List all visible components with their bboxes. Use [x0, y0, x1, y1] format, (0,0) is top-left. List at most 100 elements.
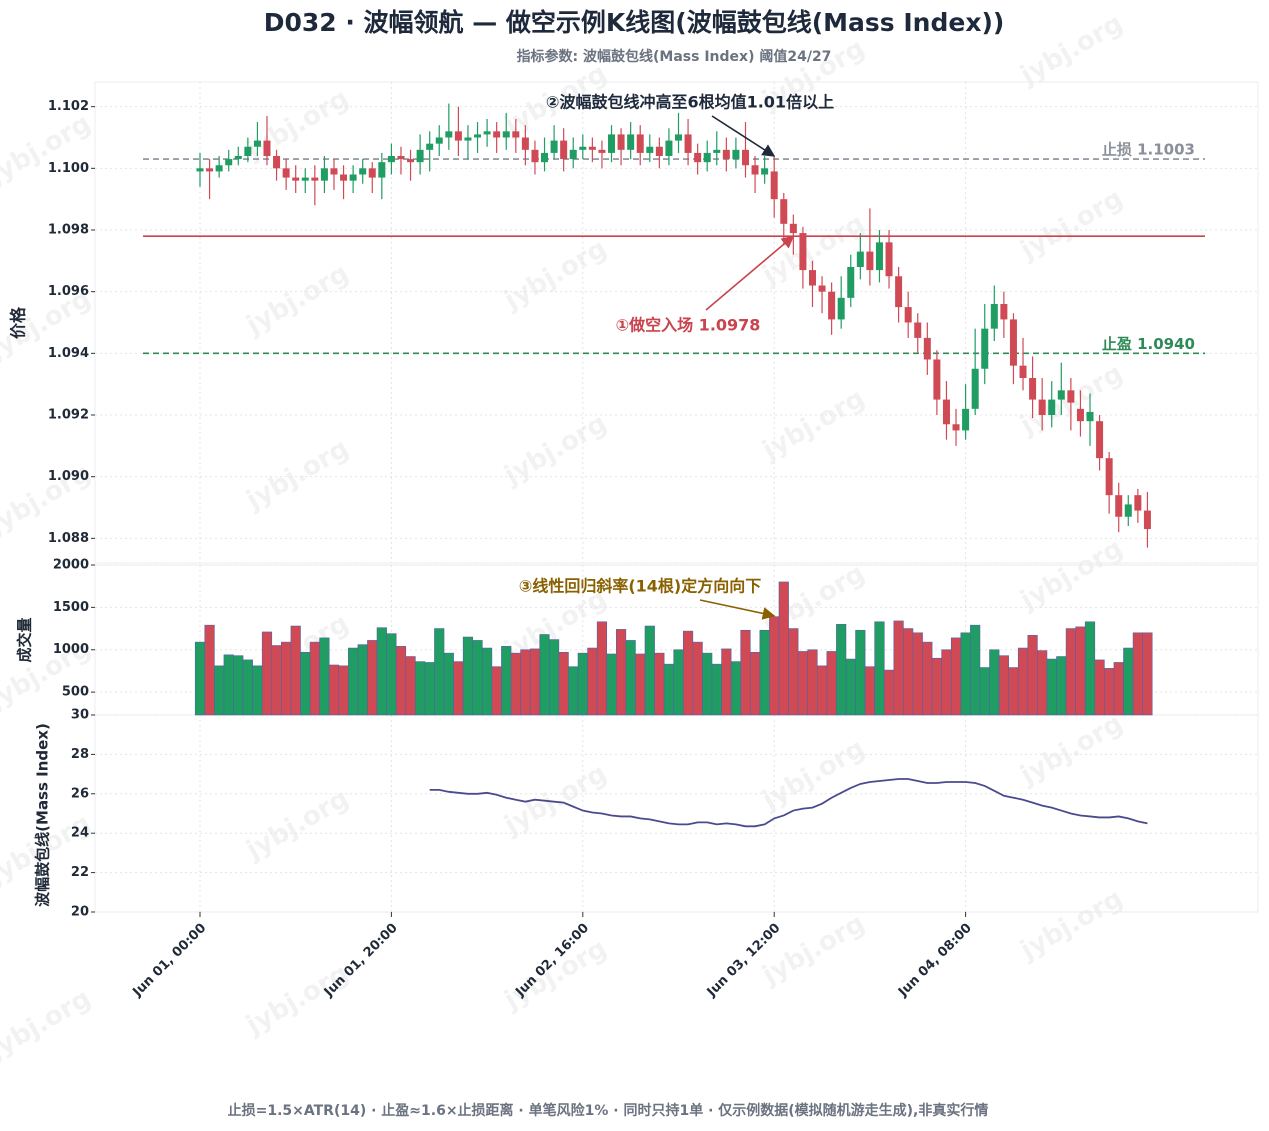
candle-body — [416, 149, 424, 163]
candle-body — [1067, 390, 1075, 403]
candle-body — [454, 131, 462, 141]
volume-bar — [893, 620, 904, 716]
volume-bar — [759, 629, 770, 716]
candle-body — [895, 276, 903, 308]
volume-bar — [204, 624, 215, 716]
candle-body — [713, 149, 721, 153]
candle-body — [330, 168, 338, 175]
volume-bar — [721, 648, 732, 716]
candle-body — [818, 285, 826, 292]
candle-body — [244, 146, 252, 156]
annotation-arrow — [699, 599, 776, 620]
volume-bar — [434, 628, 445, 716]
candle-body — [684, 134, 692, 153]
candle-body — [780, 199, 788, 224]
candle-body — [512, 131, 520, 138]
volume-bar — [281, 641, 292, 716]
volume-bar — [223, 654, 234, 716]
volume-bar — [874, 621, 885, 716]
volume-bar — [836, 624, 847, 716]
volume-bar — [644, 625, 655, 716]
volume-bar — [328, 664, 340, 716]
volume-bar — [740, 629, 751, 716]
volume-bar — [730, 661, 742, 716]
candle-body — [617, 134, 625, 150]
candle-body — [521, 137, 529, 150]
volume-bar — [1123, 647, 1134, 716]
candle-body — [407, 159, 415, 163]
candle-body — [751, 165, 759, 175]
volume-bar — [1037, 650, 1048, 716]
volume-bar — [989, 649, 1000, 716]
volume-bar — [692, 641, 703, 716]
candle-body — [627, 134, 635, 150]
y-tick-label: 1.100 — [48, 161, 89, 176]
volume-bar — [233, 655, 244, 716]
volume-bar — [1132, 632, 1143, 716]
volume-bar — [558, 651, 569, 716]
y-tick-label: 20 — [71, 905, 89, 920]
candle-body — [636, 134, 644, 153]
candle-body — [426, 143, 434, 150]
volume-bar — [606, 653, 617, 716]
candle-body — [703, 152, 711, 163]
annotation-arrow — [711, 115, 776, 157]
candle-body — [732, 149, 740, 160]
candle-body — [349, 174, 357, 181]
candle-body — [875, 242, 883, 271]
volume-bar — [797, 651, 808, 716]
volume-bar — [826, 651, 837, 716]
volume-bar — [520, 649, 531, 716]
volume-bar — [309, 641, 320, 716]
annotation-text: ②波幅鼓包线冲高至6根均值1.01倍以上 — [546, 93, 834, 112]
volume-bar — [491, 666, 502, 716]
candle-body — [474, 134, 482, 138]
y-tick-label: 24 — [71, 826, 89, 841]
volume-bar — [443, 652, 454, 716]
volume-bar — [1113, 662, 1124, 716]
volume-bar — [749, 651, 761, 716]
volume-bar — [1046, 658, 1057, 716]
volume-bar — [673, 649, 684, 716]
y-tick-label: 1000 — [53, 642, 89, 657]
candle-body — [914, 322, 922, 338]
volume-bar — [1142, 632, 1153, 716]
footnote: 止损=1.5×ATR(14) · 止盈≈1.6×止损距离 · 单笔风险1% · … — [228, 1102, 989, 1119]
candle-body — [1134, 495, 1142, 511]
volume-bar — [549, 639, 560, 716]
volume-bar — [261, 631, 273, 716]
y-tick-label: 30 — [71, 708, 89, 723]
volume-bar — [405, 656, 416, 716]
candle-body — [981, 328, 989, 369]
candle-body — [340, 174, 348, 181]
candle-body — [359, 168, 367, 175]
volume-bar — [931, 657, 942, 716]
candle-body — [655, 146, 663, 156]
volume-bar — [290, 625, 301, 716]
candle-body — [665, 140, 673, 156]
volume-bar — [510, 652, 521, 716]
volume-bar — [252, 665, 263, 716]
candle-body — [531, 149, 539, 163]
volume-bar — [568, 666, 579, 716]
candle-body — [990, 304, 998, 329]
volume-bar — [1008, 667, 1019, 716]
volume-bar — [663, 663, 675, 716]
candle-body — [387, 156, 395, 163]
candle-body — [598, 149, 606, 153]
candle-body — [646, 146, 654, 153]
candle-body — [962, 408, 970, 431]
y-tick-label: 22 — [71, 865, 89, 880]
volume-bar — [319, 637, 330, 716]
candle-body — [550, 140, 558, 153]
candle-body — [885, 242, 893, 277]
candle-body — [808, 270, 816, 286]
volume-bar — [855, 629, 866, 716]
volume-bar — [807, 649, 818, 716]
volume-bar — [912, 632, 923, 716]
volume-bar — [462, 636, 474, 716]
candle-body — [579, 146, 587, 150]
candle-body — [292, 177, 300, 181]
volume-bar — [376, 627, 387, 716]
